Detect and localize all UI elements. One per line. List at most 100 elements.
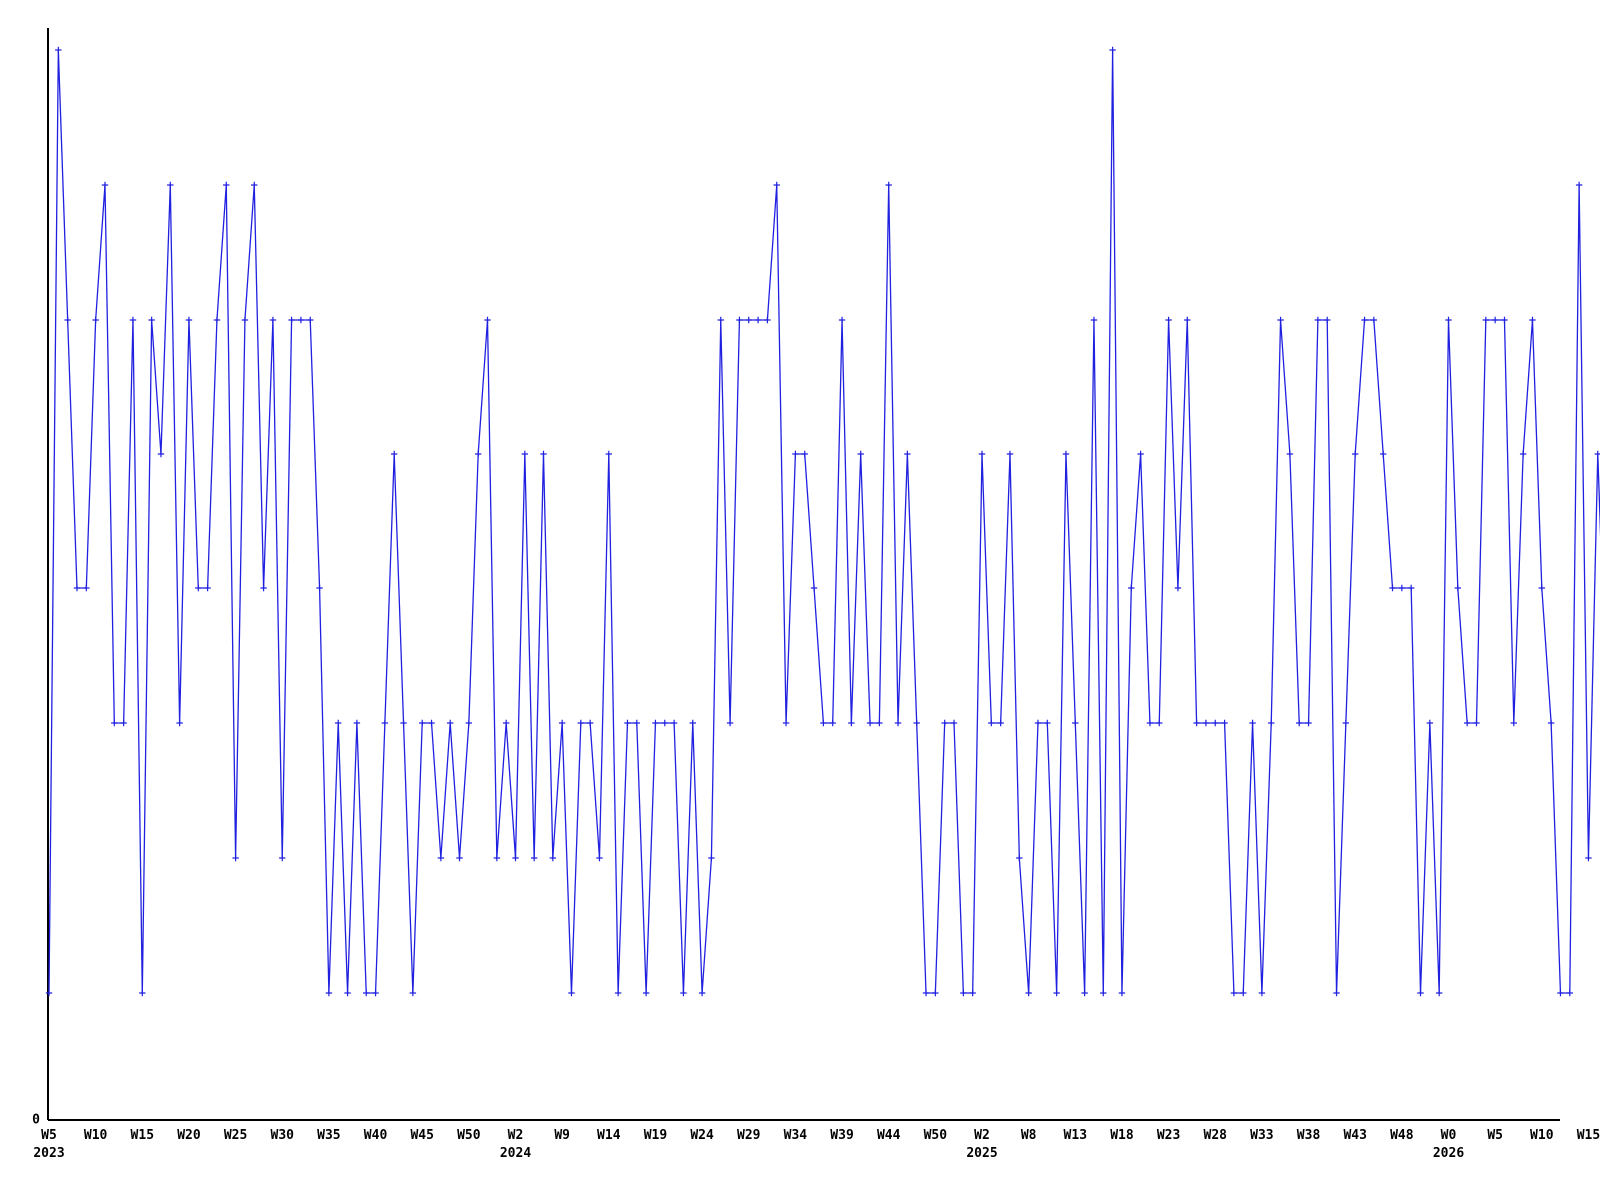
data-point-marker xyxy=(1305,719,1312,727)
axes-group xyxy=(47,28,1560,1121)
data-point-marker xyxy=(568,989,575,997)
data-point-marker xyxy=(1575,181,1583,189)
x-tick-label: W50 xyxy=(457,1128,481,1143)
data-point-marker xyxy=(801,450,808,458)
data-point-marker xyxy=(391,450,398,458)
data-point-marker xyxy=(577,719,585,727)
x-tick-year-label: 2023 xyxy=(33,1146,65,1161)
data-point-marker xyxy=(596,854,603,862)
data-point-marker xyxy=(1137,450,1144,458)
data-point-marker xyxy=(764,316,771,324)
data-point-marker xyxy=(1016,854,1023,862)
data-point-marker xyxy=(279,854,286,862)
data-point-marker xyxy=(969,989,976,997)
data-point-marker xyxy=(335,719,342,727)
data-point-marker xyxy=(1407,584,1415,592)
data-point-marker xyxy=(297,316,305,324)
data-point-marker xyxy=(1230,989,1238,997)
data-point-marker xyxy=(1417,989,1424,997)
x-tick-year-label: 2024 xyxy=(499,1146,532,1161)
data-point-marker xyxy=(1314,316,1322,324)
data-point-marker xyxy=(866,719,874,727)
x-tick-label: W43 xyxy=(1343,1128,1367,1143)
data-point-marker xyxy=(558,719,566,727)
data-point-marker xyxy=(260,584,267,592)
x-tick-label: W38 xyxy=(1296,1128,1321,1143)
x-tick-label: W45 xyxy=(410,1128,434,1143)
data-point-marker xyxy=(1519,450,1527,458)
x-tick-label: W20 xyxy=(177,1128,201,1143)
data-point-marker xyxy=(689,719,696,727)
x-tick-label: W33 xyxy=(1250,1128,1274,1143)
data-point-marker xyxy=(1482,316,1490,324)
x-tick-label: W23 xyxy=(1156,1128,1181,1143)
data-point-marker xyxy=(642,989,650,997)
data-point-marker xyxy=(708,854,715,862)
data-point-marker xyxy=(1277,316,1284,324)
x-tick-label: W50 xyxy=(923,1128,948,1143)
x-tick-label: W34 xyxy=(783,1128,808,1143)
data-point-marker xyxy=(913,719,920,727)
data-point-marker xyxy=(988,719,995,727)
data-point-marker xyxy=(829,719,836,727)
data-point-marker xyxy=(540,450,547,458)
data-point-marker xyxy=(502,719,510,727)
data-point-marker xyxy=(251,181,258,189)
data-point-marker xyxy=(586,719,594,727)
data-point-marker xyxy=(1352,450,1359,458)
data-point-marker xyxy=(614,989,622,997)
data-series-group xyxy=(45,46,1600,997)
data-point-marker xyxy=(1379,450,1387,458)
data-point-marker xyxy=(1053,989,1060,997)
x-tick-label: W25 xyxy=(223,1128,248,1143)
x-tick-label: W2 xyxy=(507,1128,524,1143)
data-point-marker xyxy=(1258,989,1266,997)
data-point-marker xyxy=(232,854,239,862)
x-tick-label: W15 xyxy=(130,1128,155,1143)
data-point-marker xyxy=(45,989,53,997)
data-point-marker xyxy=(92,316,99,324)
data-point-marker xyxy=(530,854,538,862)
data-point-marker xyxy=(1286,450,1294,458)
data-point-marker xyxy=(241,316,249,324)
data-point-marker xyxy=(493,854,501,862)
data-point-marker xyxy=(111,719,118,727)
data-point-marker xyxy=(1072,719,1079,727)
data-point-marker xyxy=(1324,316,1331,324)
data-point-marker xyxy=(1268,719,1275,727)
x-tick-label: W13 xyxy=(1063,1128,1088,1143)
data-point-marker xyxy=(922,989,930,997)
x-tick-label: W14 xyxy=(597,1128,621,1143)
data-point-marker xyxy=(633,719,640,727)
data-point-marker xyxy=(736,316,743,324)
data-point-marker xyxy=(64,316,71,324)
x-tick-label: W19 xyxy=(643,1128,668,1143)
x-tick-label: W30 xyxy=(270,1128,294,1143)
data-point-marker xyxy=(363,989,370,997)
x-tick-label: W39 xyxy=(830,1128,854,1143)
x-tick-label: W40 xyxy=(363,1128,388,1143)
data-point-marker xyxy=(1510,719,1518,727)
data-point-marker xyxy=(894,719,902,727)
x-tick-label: W15 xyxy=(1576,1128,1600,1143)
data-point-marker xyxy=(941,719,948,727)
data-point-marker xyxy=(1212,719,1219,727)
data-point-marker xyxy=(1296,719,1303,727)
data-point-marker xyxy=(782,719,790,727)
data-point-marker xyxy=(1034,719,1042,727)
data-point-marker xyxy=(792,450,799,458)
data-point-marker xyxy=(1491,316,1499,324)
data-point-marker xyxy=(1006,450,1014,458)
x-tick-label: W44 xyxy=(876,1128,901,1143)
data-point-marker xyxy=(1435,989,1443,997)
data-point-marker xyxy=(409,989,417,997)
data-point-marker xyxy=(1193,719,1200,727)
data-point-marker xyxy=(1473,719,1480,727)
data-point-marker xyxy=(204,584,211,592)
data-point-marker xyxy=(446,719,454,727)
data-point-marker xyxy=(1174,584,1182,592)
data-point-marker xyxy=(848,719,855,727)
data-point-marker xyxy=(288,316,295,324)
data-point-marker xyxy=(157,450,165,458)
